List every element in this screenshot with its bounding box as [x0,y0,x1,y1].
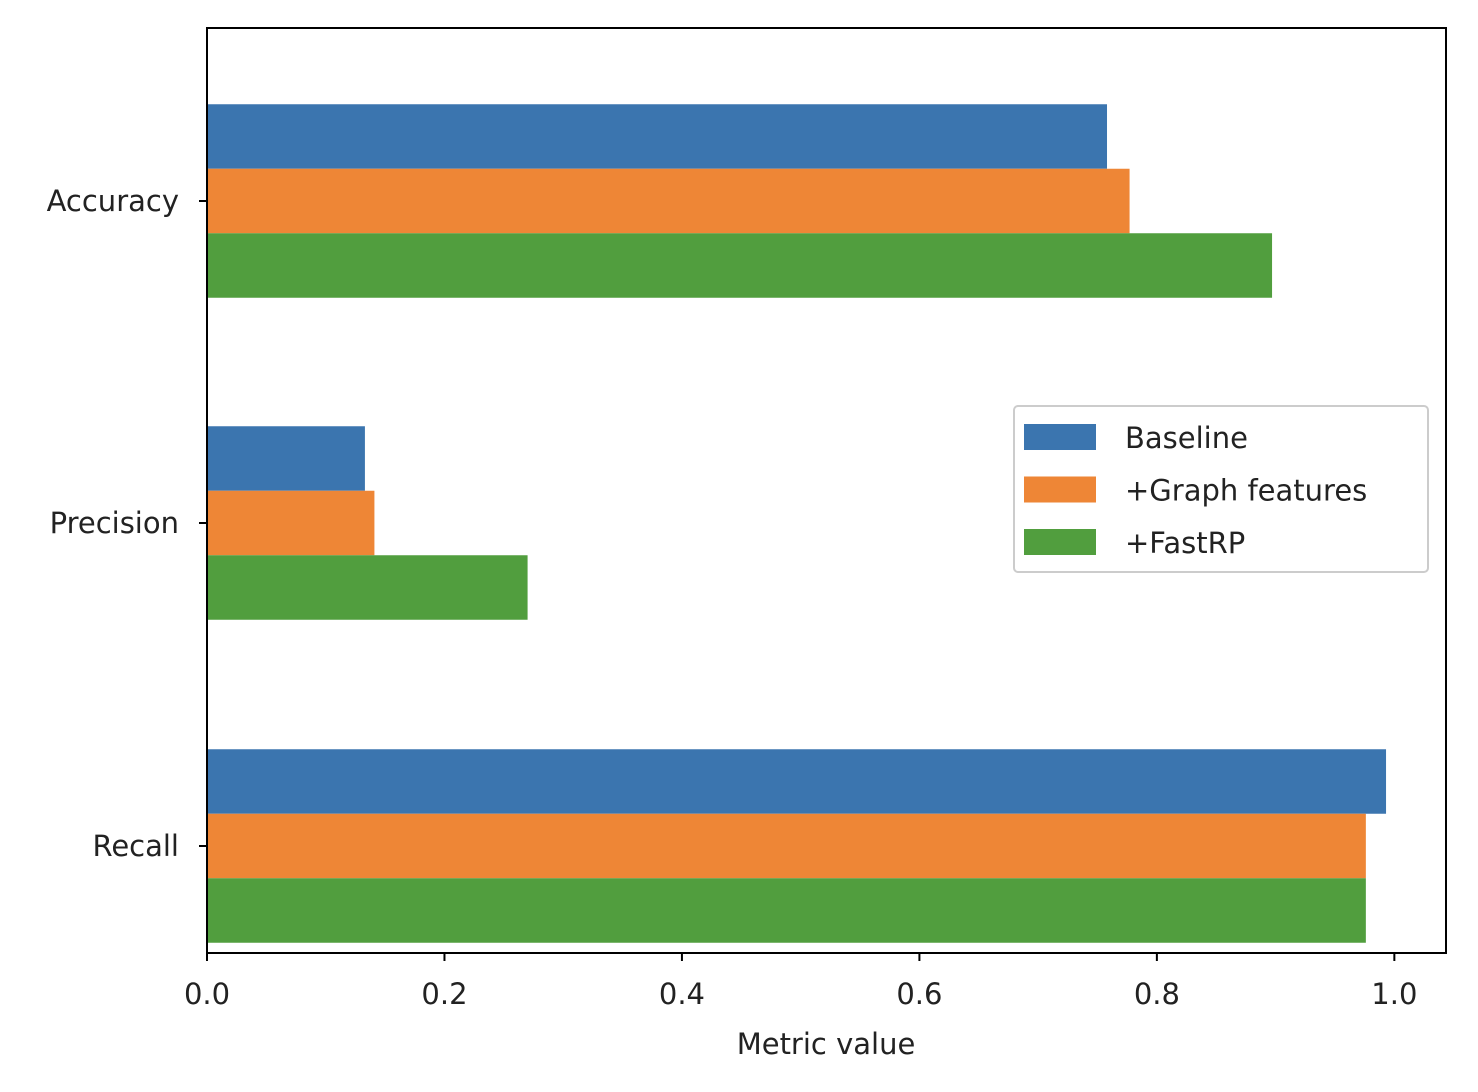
legend-label: +Graph features [1125,474,1367,508]
plot-frame [206,27,1447,954]
x-tick-label: 0.0 [184,977,230,1011]
x-tick-label: 0.6 [896,977,942,1011]
x-tick-label: 0.8 [1134,977,1180,1011]
legend-swatch [1024,476,1096,503]
bar-precision-series-1 [207,490,375,556]
x-axis-label: Metric value [737,1027,916,1061]
x-axis: 0.0 0.2 0.4 0.6 0.8 1.0 [184,953,1417,1011]
legend: Baseline +Graph features +FastRP [1013,405,1429,573]
bar-precision-series-2 [207,555,528,620]
y-axis: Accuracy Precision Recall [47,184,207,863]
x-tick-label: 1.0 [1371,977,1417,1011]
bars-group [207,104,1387,943]
legend-label: +FastRP [1125,526,1245,560]
legend-swatch [1024,529,1096,555]
bar-precision-series-0 [207,426,365,491]
x-tick-label: 0.4 [659,977,705,1011]
bar-recall-series-1 [207,813,1366,879]
legend-box [1013,405,1429,573]
y-tick-label: Precision [50,506,179,540]
bar-accuracy-series-1 [207,168,1130,234]
bar-accuracy-series-0 [207,104,1108,169]
y-tick-label: Recall [92,829,179,863]
bar-accuracy-series-2 [207,233,1273,298]
bar-recall-series-2 [207,878,1366,943]
y-tick-label: Accuracy [47,184,179,218]
x-tick-label: 0.2 [421,977,467,1011]
legend-swatch [1024,424,1096,450]
legend-label: Baseline [1125,421,1248,455]
bar-recall-series-0 [207,749,1387,814]
